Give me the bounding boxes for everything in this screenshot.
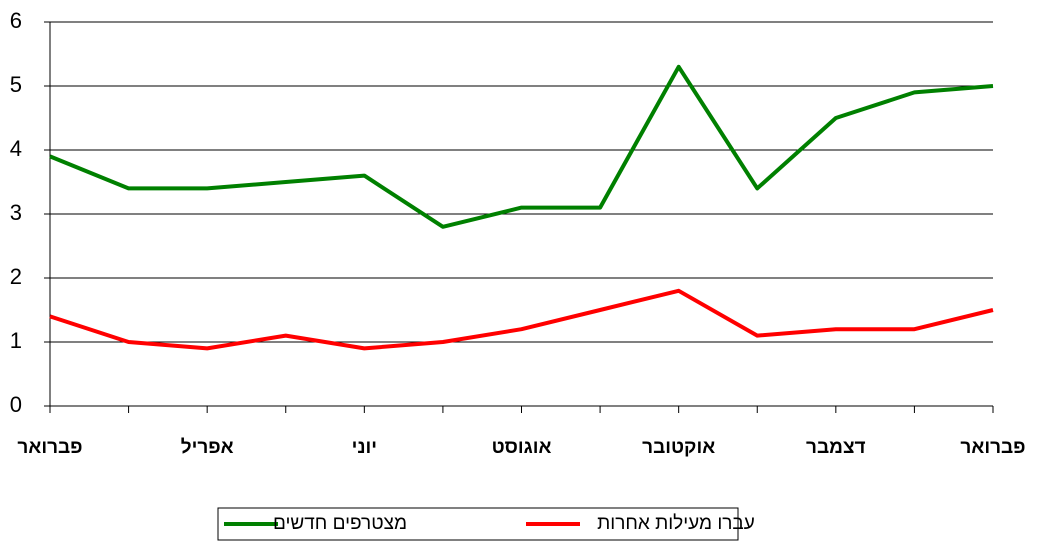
x-tick-label: פברואר [17, 437, 82, 458]
x-tick-label: פברואר [960, 437, 1025, 458]
legend-label: עברו מעילות אחרות [597, 513, 755, 534]
y-tick-label: 3 [10, 200, 22, 225]
y-tick-label: 2 [10, 264, 22, 289]
y-tick-label: 1 [10, 328, 22, 353]
x-tick-label: אוגוסט [492, 437, 552, 458]
legend-box [217, 507, 739, 541]
y-tick-label: 0 [10, 392, 22, 417]
x-tick-label: דצמבר [806, 437, 866, 458]
x-tick-label: אפריל [181, 437, 234, 458]
y-tick-label: 6 [10, 8, 22, 33]
x-tick-label: יוני [352, 437, 377, 458]
line [49, 64, 994, 229]
x-tick-label: אוקטובר [642, 437, 715, 458]
line [49, 288, 994, 351]
legend-label: מצטרפים חדשים [273, 513, 407, 534]
y-tick-label: 5 [10, 72, 22, 97]
y-tick-label: 4 [10, 136, 22, 161]
